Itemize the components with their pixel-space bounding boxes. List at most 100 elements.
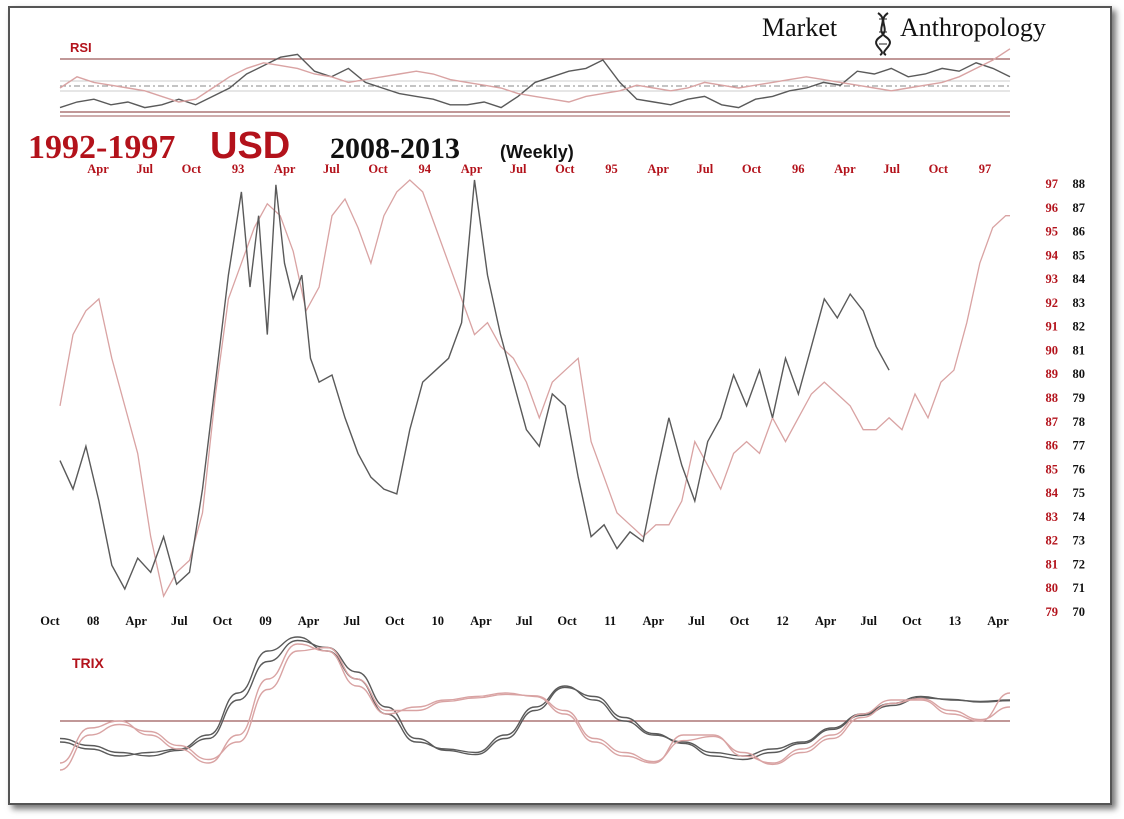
right-tick-red: 81 (1046, 557, 1059, 571)
bottom-tick-label: Jul (343, 614, 360, 628)
top-tick-label: 97 (979, 162, 992, 176)
top-tick-label: Apr (274, 162, 296, 176)
brand-right: Anthropology (900, 13, 1046, 42)
top-tick-label: Oct (555, 162, 575, 176)
bottom-tick-label: 13 (949, 614, 962, 628)
right-axis: 97 88 96 87 95 86 94 85 93 84 92 83 91 82 90 81 89 80 88 79… (1046, 177, 1086, 619)
bottom-tick-label: Apr (470, 614, 492, 628)
right-tick-black: 82 (1073, 320, 1086, 334)
right-tick-red: 89 (1046, 367, 1059, 381)
trix-label: TRIX (72, 655, 105, 671)
top-tick-label: Jul (510, 162, 527, 176)
top-tick-label: 94 (419, 162, 432, 176)
bottom-tick-label: Apr (643, 614, 665, 628)
rsi-series-red (59, 48, 1011, 103)
top-tick-label: Oct (368, 162, 388, 176)
chart-canvas: Market Anthropology RSI 1992-1997 USD 20… (28, 12, 1086, 771)
right-tick-black: 84 (1073, 272, 1086, 286)
bottom-tick-label: Jul (860, 614, 877, 628)
right-tick-red: 95 (1046, 225, 1059, 239)
bottom-tick-label: 08 (87, 614, 100, 628)
trix-series-red-2 (59, 643, 1011, 764)
trix-series-black-1 (59, 639, 1011, 761)
right-tick-black: 79 (1073, 391, 1086, 405)
brand-logo: Market Anthropology (762, 12, 1046, 56)
bottom-axis: Oct 08 Apr Jul Oct 09 Apr Jul Oct 10 Apr Jul Oct 11 Ap… (40, 614, 1009, 628)
right-tick-red: 91 (1046, 320, 1059, 334)
top-tick-label: 93 (232, 162, 245, 176)
right-tick-red: 88 (1046, 391, 1059, 405)
top-tick-label: Jul (697, 162, 714, 176)
right-tick-black: 86 (1073, 225, 1086, 239)
bottom-tick-label: Oct (385, 614, 405, 628)
trix-series-red-3 (59, 646, 1011, 771)
trix-panel (59, 636, 1011, 771)
right-tick-black: 87 (1073, 201, 1086, 215)
bottom-tick-label: Apr (987, 614, 1009, 628)
rsi-label: RSI (70, 40, 92, 55)
bottom-tick-label: Jul (516, 614, 533, 628)
right-tick-red: 94 (1046, 248, 1059, 262)
bottom-tick-label: 10 (432, 614, 445, 628)
top-tick-label: 96 (792, 162, 805, 176)
right-tick-red: 79 (1046, 605, 1059, 619)
bottom-tick-label: 11 (604, 614, 616, 628)
right-tick-black: 78 (1073, 415, 1086, 429)
trix-series-black-0 (59, 636, 1011, 757)
right-tick-black: 88 (1073, 177, 1086, 191)
right-tick-red: 82 (1046, 534, 1059, 548)
price-series-black (59, 179, 890, 591)
brand-left: Market (762, 13, 838, 42)
top-tick-label: Apr (87, 162, 109, 176)
right-tick-red: 86 (1046, 439, 1059, 453)
right-tick-red: 80 (1046, 581, 1059, 595)
top-tick-label: Apr (834, 162, 856, 176)
right-tick-black: 81 (1073, 343, 1086, 357)
top-tick-label: Apr (647, 162, 669, 176)
bottom-tick-label: Apr (125, 614, 147, 628)
top-tick-label: 95 (605, 162, 618, 176)
bottom-tick-label: Apr (298, 614, 320, 628)
price-series-red (59, 179, 1010, 598)
top-tick-label: Oct (742, 162, 762, 176)
right-tick-black: 70 (1073, 605, 1086, 619)
top-tick-label: Jul (883, 162, 900, 176)
top-tick-label: Oct (182, 162, 202, 176)
right-tick-red: 85 (1046, 462, 1059, 476)
top-tick-label: Oct (929, 162, 949, 176)
bottom-tick-label: Oct (730, 614, 750, 628)
top-tick-label: Apr (461, 162, 483, 176)
title-weekly: (Weekly) (500, 142, 574, 162)
bottom-tick-label: Oct (557, 614, 577, 628)
chart-frame: Market Anthropology RSI 1992-1997 USD 20… (8, 6, 1112, 805)
right-tick-black: 80 (1073, 367, 1086, 381)
right-tick-black: 85 (1073, 248, 1086, 262)
right-tick-black: 75 (1073, 486, 1086, 500)
bottom-tick-label: 12 (776, 614, 789, 628)
right-tick-red: 83 (1046, 510, 1059, 524)
right-tick-red: 87 (1046, 415, 1059, 429)
right-tick-red: 93 (1046, 272, 1059, 286)
rsi-panel (59, 48, 1011, 117)
price-panel (59, 179, 1010, 598)
right-tick-black: 74 (1073, 510, 1086, 524)
right-tick-red: 97 (1046, 177, 1059, 191)
bottom-tick-label: Oct (902, 614, 922, 628)
bottom-tick-label: Oct (40, 614, 60, 628)
top-tick-label: Jul (323, 162, 340, 176)
bottom-tick-label: Apr (815, 614, 837, 628)
right-tick-black: 72 (1073, 557, 1086, 571)
top-axis: Apr Jul Oct 93 Apr Jul Oct 94 Apr Jul Oct 95 Apr Jul O… (87, 162, 991, 176)
right-tick-red: 96 (1046, 201, 1059, 215)
right-tick-black: 83 (1073, 296, 1086, 310)
bottom-tick-label: Jul (688, 614, 705, 628)
right-tick-black: 73 (1073, 534, 1086, 548)
bottom-tick-label: Jul (171, 614, 188, 628)
title-years-1992: 1992-1997 (28, 129, 175, 166)
right-tick-black: 77 (1073, 439, 1086, 453)
right-tick-red: 90 (1046, 343, 1059, 357)
bottom-tick-label: Oct (213, 614, 233, 628)
bottom-tick-label: 09 (259, 614, 272, 628)
right-tick-black: 76 (1073, 462, 1086, 476)
right-tick-red: 84 (1046, 486, 1059, 500)
